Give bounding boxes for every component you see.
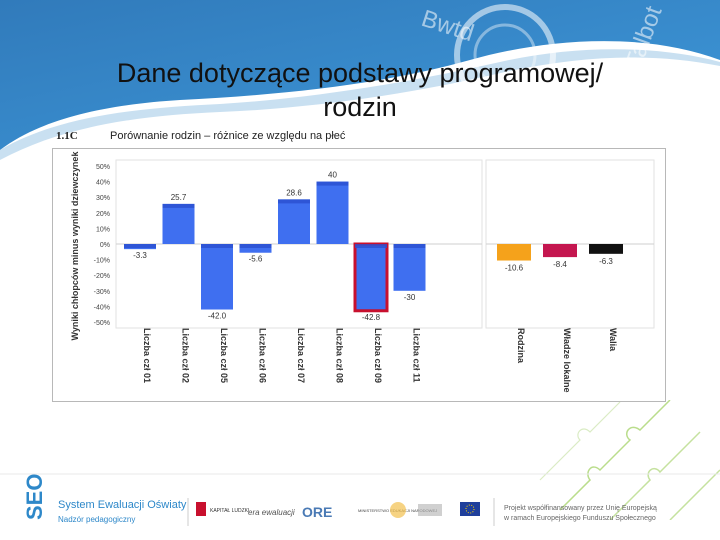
value-label: -42.8 bbox=[362, 313, 381, 322]
slide-title: Dane dotyczące podstawy programowej/ rod… bbox=[60, 56, 660, 124]
y-axis-label: Wyniki chłopców minus wyniki dziewczynek bbox=[70, 151, 80, 341]
bar-shade bbox=[278, 199, 310, 204]
y-tick-label: 0% bbox=[100, 242, 110, 249]
bar-chart: 50% 40% 30% 20% 10% 0% -10% -20% -30% -40% -50% -3… bbox=[70, 151, 655, 393]
value-label: -3.3 bbox=[133, 251, 147, 260]
header-background: Bwtd Talbot bbox=[0, 0, 720, 160]
category-label: Władze lokalne bbox=[562, 328, 572, 393]
bar-6 bbox=[316, 181, 349, 244]
value-label: -30 bbox=[404, 293, 416, 302]
y-tick-label: -40% bbox=[94, 304, 110, 311]
category-label: Liczba czł 08 bbox=[335, 328, 345, 383]
value-label: -42.0 bbox=[208, 312, 227, 321]
value-label: 28.6 bbox=[286, 188, 302, 197]
bar-shade bbox=[239, 244, 272, 248]
category-label: Rodzina bbox=[516, 328, 526, 364]
category-label: Liczba czł 09 bbox=[373, 328, 383, 383]
y-tick-label: 50% bbox=[96, 164, 110, 171]
chart-heading: Porównanie rodzin – różnice ze względu n… bbox=[110, 130, 346, 142]
eu-funding-line-2: w ramach Europejskiego Funduszu Społeczn… bbox=[503, 515, 656, 522]
y-tick-label: -20% bbox=[94, 273, 110, 280]
category-label: Walia bbox=[608, 328, 618, 352]
seo-logo-icon: SEO bbox=[22, 474, 47, 520]
bar-7 bbox=[353, 242, 389, 313]
university-logo bbox=[418, 504, 442, 516]
eu-funding-line-1: Projekt współfinansowany przez Unię Euro… bbox=[504, 505, 657, 512]
system-subtitle: Nadzór pedagogiczny bbox=[58, 515, 135, 524]
category-label: Liczba czł 02 bbox=[181, 328, 191, 383]
y-tick-label: 40% bbox=[96, 180, 110, 187]
bar-shade bbox=[124, 244, 156, 248]
bar-shade bbox=[162, 203, 195, 208]
svg-text:SEO: SEO bbox=[22, 474, 47, 520]
slide-title-line-2: rodzin bbox=[323, 92, 397, 122]
partner-era-ewaluacji: era ewaluacji bbox=[248, 508, 295, 517]
coat-of-arms-icon bbox=[390, 502, 406, 518]
bar-8 bbox=[393, 244, 426, 291]
bar-2 bbox=[162, 203, 195, 244]
bar-shade bbox=[355, 244, 387, 248]
y-tick-label: 10% bbox=[96, 226, 110, 233]
bar-shade bbox=[201, 244, 233, 248]
bar-shade bbox=[393, 244, 426, 248]
blue-wave-shape bbox=[0, 0, 720, 150]
bar-5 bbox=[278, 199, 310, 244]
bar-3 bbox=[201, 244, 233, 310]
logo-circle bbox=[454, 4, 556, 106]
category-label: Liczba czł 07 bbox=[296, 328, 306, 383]
y-tick-label: 30% bbox=[96, 195, 110, 202]
bar-9 bbox=[497, 244, 531, 261]
system-name: System Ewaluacji Oświaty bbox=[58, 499, 187, 511]
kapital-ludzki-logo bbox=[196, 502, 206, 516]
bar-4 bbox=[239, 244, 272, 253]
chart-code: 1.1C bbox=[56, 130, 78, 142]
value-label: -10.6 bbox=[505, 264, 524, 273]
eu-flag-icon bbox=[460, 502, 480, 516]
bar-11 bbox=[589, 244, 623, 254]
category-label: Liczba czł 06 bbox=[258, 328, 268, 383]
y-tick-label: 20% bbox=[96, 211, 110, 218]
value-label: -5.6 bbox=[249, 255, 263, 264]
value-label: 25.7 bbox=[171, 193, 187, 202]
slide-title-line-1: Dane dotyczące podstawy programowej/ bbox=[116, 58, 604, 88]
category-label: Liczba czł 01 bbox=[142, 328, 152, 383]
y-tick-label: -10% bbox=[94, 258, 110, 265]
partner-kapital-ludzki: KAPITAŁ LUDZKI bbox=[210, 508, 249, 514]
bar-10 bbox=[543, 244, 577, 258]
bar-shade bbox=[316, 181, 349, 186]
footer-logos: SEO SEO System Ewaluacji Oświaty Nadzór … bbox=[0, 473, 720, 526]
chart-header: 1.1C Porównanie rodzin – różnice ze wzgl… bbox=[52, 128, 672, 148]
partner-ore: ORE bbox=[302, 504, 332, 520]
y-tick-label: -30% bbox=[94, 289, 110, 296]
category-label: Liczba czł 05 bbox=[219, 328, 229, 383]
value-label: 40 bbox=[328, 171, 337, 180]
value-label: -8.4 bbox=[553, 260, 567, 269]
category-label: Liczba czł 11 bbox=[412, 328, 422, 383]
y-tick-label: -50% bbox=[94, 320, 110, 327]
value-label: -6.3 bbox=[599, 257, 613, 266]
